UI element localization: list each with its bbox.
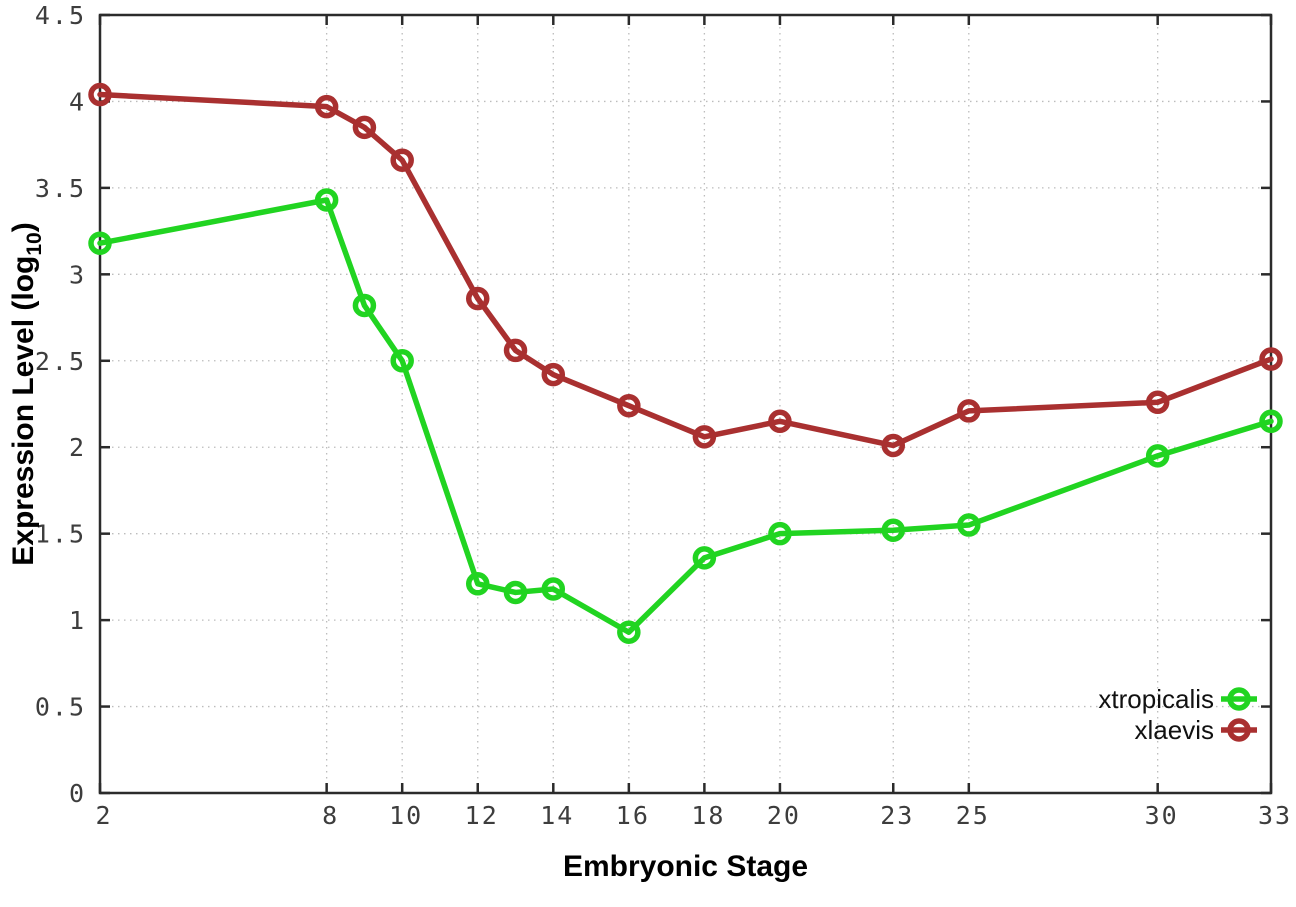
- data-point-xtropicalis: [352, 293, 377, 318]
- data-point-xlaevis: [1259, 347, 1283, 371]
- y-tick-label: 0: [69, 779, 86, 808]
- data-point-xlaevis: [1145, 390, 1170, 415]
- data-point-xtropicalis: [503, 580, 528, 605]
- y-tick-label: 4: [69, 87, 86, 116]
- data-point-xlaevis: [957, 399, 981, 423]
- x-tick-label: 30: [1145, 801, 1179, 830]
- data-point-xtropicalis: [617, 620, 641, 644]
- y-tick-label: 1: [69, 606, 86, 635]
- data-point-xlaevis: [503, 338, 528, 363]
- x-tick-label: 20: [767, 801, 801, 830]
- y-axis-title: Expression Level (log10): [7, 222, 46, 565]
- data-point-xlaevis: [465, 286, 490, 311]
- data-point-xtropicalis: [881, 518, 906, 542]
- x-tick-label: 10: [389, 801, 423, 830]
- data-point-xlaevis: [314, 94, 339, 119]
- data-point-xtropicalis: [692, 546, 717, 570]
- data-point-xtropicalis: [390, 349, 414, 373]
- plot-border: [98, 13, 1273, 795]
- data-point-xtropicalis: [1259, 409, 1283, 434]
- data-point-xlaevis: [768, 409, 792, 434]
- x-tick-label: 12: [465, 801, 499, 830]
- y-tick-label: 2: [69, 433, 86, 462]
- y-tick-label: 1.5: [35, 520, 86, 549]
- y-tick-label: 2.5: [35, 347, 86, 376]
- x-tick-label: 18: [691, 801, 725, 830]
- y-tick-label: 3.5: [35, 174, 86, 203]
- x-tick-label: 33: [1258, 801, 1292, 830]
- y-tick-label: 3: [69, 260, 86, 289]
- legend-marker-xtropicalis: [1227, 687, 1251, 711]
- x-tick-label: 8: [322, 801, 339, 830]
- x-tick-label: 25: [956, 801, 990, 830]
- y-tick-label: 4.5: [35, 1, 86, 30]
- data-point-xtropicalis: [541, 577, 566, 601]
- data-point-xtropicalis: [465, 572, 490, 596]
- data-point-xtropicalis: [314, 188, 339, 212]
- x-tick-label: 16: [616, 801, 650, 830]
- legend-label-xlaevis: xlaevis: [1135, 715, 1214, 745]
- legend-marker-xlaevis: [1227, 718, 1251, 742]
- x-tick-label: 2: [95, 801, 112, 830]
- data-point-xlaevis: [617, 393, 641, 418]
- series-line-xlaevis: [97, 91, 1274, 449]
- x-tick-label: 14: [540, 801, 574, 830]
- x-axis-title: Embryonic Stage: [563, 850, 808, 883]
- data-point-xlaevis: [88, 82, 112, 107]
- data-point-xlaevis: [352, 115, 377, 140]
- data-point-xlaevis: [390, 148, 414, 172]
- data-point-xlaevis: [881, 433, 906, 458]
- data-point-xtropicalis: [957, 513, 981, 537]
- data-point-xtropicalis: [88, 231, 112, 255]
- data-point-xlaevis: [541, 362, 566, 387]
- data-point-xtropicalis: [1145, 444, 1170, 468]
- data-point-xtropicalis: [768, 521, 792, 546]
- x-tick-label: 23: [880, 801, 914, 830]
- data-point-xlaevis: [692, 425, 717, 449]
- series-line-xtropicalis: [97, 197, 1274, 635]
- legend-label-xtropicalis: xtropicalis: [1098, 684, 1214, 714]
- y-tick-label: 0.5: [35, 693, 86, 722]
